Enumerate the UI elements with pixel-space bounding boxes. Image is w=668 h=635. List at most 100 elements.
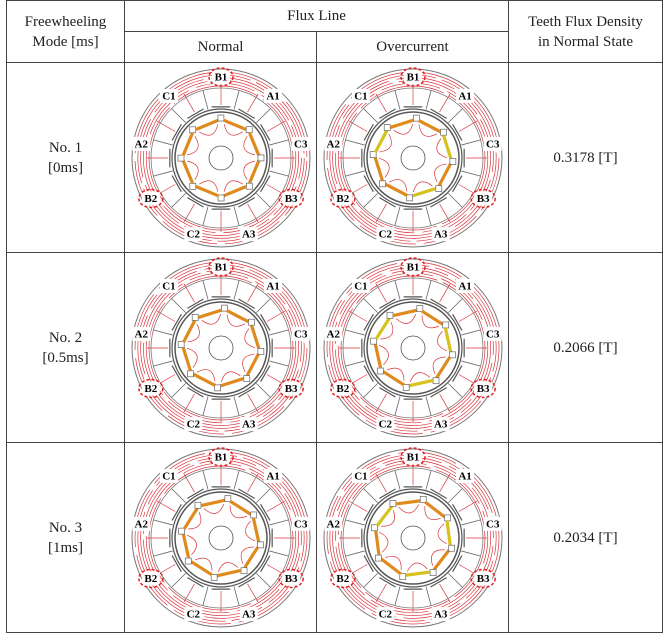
slot-wall xyxy=(256,193,270,207)
phase-label: C2 xyxy=(187,419,201,431)
magnet xyxy=(439,164,450,186)
phase-label: B2 xyxy=(144,193,157,205)
phase-label: C3 xyxy=(486,518,500,530)
flux-barrier xyxy=(450,158,456,164)
magnet xyxy=(381,559,401,574)
flux-barrier xyxy=(246,183,252,189)
slot-wall xyxy=(269,361,288,366)
tooth-flux xyxy=(184,474,195,492)
phase-label: C3 xyxy=(486,328,500,340)
slot-wall xyxy=(172,573,186,587)
phase-label: B2 xyxy=(144,573,157,585)
flux-diagram: B1A1C3B3A3C2B2A2C1 xyxy=(125,253,317,442)
magnet xyxy=(223,187,246,196)
magnet xyxy=(376,318,389,339)
slot-wall xyxy=(234,470,239,489)
slot-wall xyxy=(448,573,462,587)
phase-label: C1 xyxy=(354,280,367,292)
table-row: No. 2 [0.5ms]B1A1C3B3A3C2B2A2C1B1A1C3B3A… xyxy=(7,253,663,443)
density-cell: 0.2034 [T] xyxy=(509,443,663,633)
slot-wall xyxy=(364,299,378,313)
slot-wall xyxy=(172,489,186,503)
flux-barrier xyxy=(244,376,250,382)
phase-label: A1 xyxy=(458,470,471,482)
slot-wall xyxy=(395,586,400,605)
phase-label: B2 xyxy=(144,383,157,395)
flux-line xyxy=(379,532,388,552)
magnet xyxy=(393,310,417,315)
tooth-flux xyxy=(248,394,259,412)
slot-wall xyxy=(364,573,378,587)
flux-diagram: B1A1C3B3A3C2B2A2C1 xyxy=(317,443,509,632)
tooth-flux xyxy=(440,394,451,412)
slot-wall xyxy=(448,193,462,207)
shaft xyxy=(209,526,233,550)
flux-barrier xyxy=(445,515,451,521)
phase-label: A1 xyxy=(266,90,279,102)
phase-label: B2 xyxy=(336,383,349,395)
normal-header: Normal xyxy=(125,32,317,63)
magnet xyxy=(250,160,259,183)
magnet xyxy=(247,354,258,376)
phase-label: A1 xyxy=(458,280,471,292)
magnet xyxy=(425,502,445,517)
flux-barrier xyxy=(370,152,376,158)
slot-wall xyxy=(234,396,239,415)
flux-barrier xyxy=(179,528,185,534)
normal-diagram-cell: B1A1C3B3A3C2B2A2C1 xyxy=(125,443,317,633)
tooth-flux xyxy=(349,121,367,132)
normal-diagram-cell: B1A1C3B3A3C2B2A2C1 xyxy=(125,253,317,443)
slot-wall xyxy=(448,489,462,503)
phase-label: A3 xyxy=(434,229,448,241)
overcurrent-diagram-cell: B1A1C3B3A3C2B2A2C1 xyxy=(317,443,509,633)
flux-barrier xyxy=(413,115,419,121)
slot-wall xyxy=(172,193,186,207)
phase-label: C1 xyxy=(354,90,367,102)
phase-label: C1 xyxy=(354,470,367,482)
magnet xyxy=(419,120,441,131)
slot-wall xyxy=(153,140,172,145)
density-cell: 0.3178 [T] xyxy=(509,63,663,253)
phase-label: A1 xyxy=(458,90,471,102)
density-header: Teeth Flux Density in Normal State xyxy=(509,1,663,63)
slot-wall xyxy=(395,470,400,489)
phase-label: C3 xyxy=(294,138,308,150)
slot-wall xyxy=(256,573,270,587)
phase-label: C3 xyxy=(486,138,500,150)
phase-label: A1 xyxy=(266,280,279,292)
shaft xyxy=(401,146,425,170)
slot-wall xyxy=(448,109,462,123)
magnet xyxy=(437,357,450,378)
table-body: No. 1 [0ms]B1A1C3B3A3C2B2A2C1B1A1C3B3A3C… xyxy=(7,63,663,633)
magnet xyxy=(193,374,215,385)
slot-wall xyxy=(256,489,270,503)
tooth-flux xyxy=(349,501,367,512)
magnet xyxy=(184,508,197,529)
magnet xyxy=(377,506,392,526)
flux-barrier xyxy=(178,342,184,348)
flux-barrier xyxy=(195,502,201,508)
magnet xyxy=(375,130,386,152)
tooth-flux xyxy=(267,501,285,512)
slot-wall xyxy=(364,383,378,397)
phase-label: B2 xyxy=(336,193,349,205)
slot-wall xyxy=(461,171,480,176)
tooth-flux xyxy=(184,394,195,412)
slot-wall xyxy=(256,383,270,397)
results-table: Freewheeling Mode [ms] Flux Line Teeth F… xyxy=(6,0,663,633)
flux-barrier xyxy=(390,500,396,506)
magnet xyxy=(405,572,429,575)
magnet xyxy=(375,344,380,368)
magnet xyxy=(217,570,241,575)
phase-label: A3 xyxy=(242,609,256,621)
flux-barrier xyxy=(257,542,263,548)
slot-wall xyxy=(426,396,431,415)
slot-wall xyxy=(203,90,208,109)
slot-wall xyxy=(461,140,480,145)
tooth-flux xyxy=(157,501,175,512)
phase-label: B3 xyxy=(285,193,298,205)
magnet xyxy=(445,328,450,352)
flux-barrier xyxy=(218,115,224,121)
tooth-flux xyxy=(248,204,259,222)
flux-barrier xyxy=(375,555,381,561)
